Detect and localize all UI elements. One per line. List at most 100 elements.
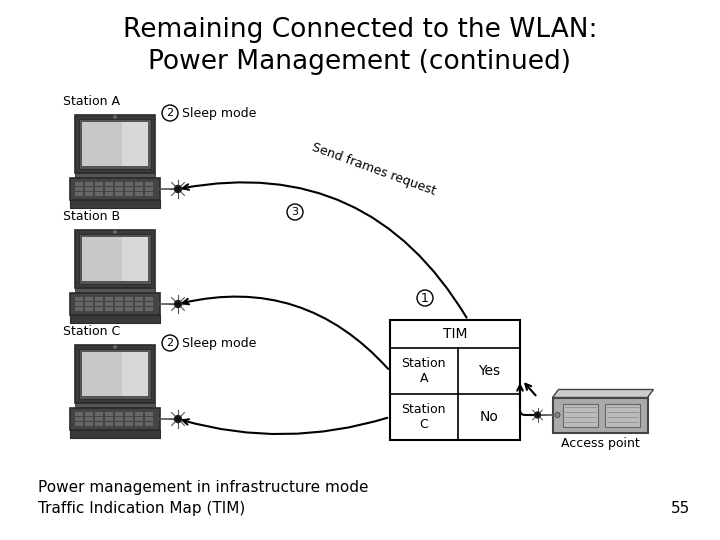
- Bar: [145, 182, 153, 186]
- Text: 2: 2: [166, 338, 174, 348]
- Bar: [125, 192, 133, 195]
- Bar: [75, 173, 155, 178]
- Bar: [85, 192, 93, 195]
- Bar: [125, 182, 133, 186]
- Bar: [145, 302, 153, 306]
- Bar: [562, 403, 598, 427]
- Text: Traffic Indication Map (TIM): Traffic Indication Map (TIM): [38, 501, 246, 516]
- Text: TIM: TIM: [443, 327, 467, 341]
- Bar: [95, 187, 103, 191]
- Bar: [145, 297, 153, 300]
- Text: Access point: Access point: [561, 436, 639, 449]
- Bar: [85, 302, 93, 306]
- Bar: [105, 417, 113, 421]
- Bar: [70, 293, 160, 315]
- Bar: [105, 307, 113, 310]
- Bar: [70, 178, 160, 200]
- Circle shape: [174, 186, 181, 192]
- Bar: [105, 192, 113, 195]
- Bar: [135, 417, 143, 421]
- Bar: [115, 422, 123, 426]
- Polygon shape: [552, 389, 654, 397]
- Bar: [75, 302, 83, 306]
- Bar: [105, 182, 113, 186]
- Bar: [85, 297, 93, 300]
- Bar: [85, 417, 93, 421]
- Text: 1: 1: [421, 292, 429, 305]
- Bar: [115, 302, 123, 306]
- Bar: [105, 412, 113, 415]
- Bar: [79, 234, 151, 284]
- Text: Sleep mode: Sleep mode: [182, 106, 256, 119]
- Bar: [125, 297, 133, 300]
- Bar: [135, 422, 143, 426]
- Circle shape: [555, 413, 560, 417]
- Text: Station
A: Station A: [402, 357, 446, 385]
- Circle shape: [417, 290, 433, 306]
- Circle shape: [534, 412, 541, 418]
- Bar: [115, 192, 123, 195]
- Text: Power Management (continued): Power Management (continued): [148, 49, 572, 75]
- Bar: [105, 297, 113, 300]
- Bar: [125, 187, 133, 191]
- Text: Power management in infrastructure mode: Power management in infrastructure mode: [38, 480, 369, 495]
- Bar: [115, 182, 123, 186]
- Bar: [75, 187, 83, 191]
- Circle shape: [287, 204, 303, 220]
- Bar: [125, 412, 133, 415]
- Bar: [135, 187, 143, 191]
- Circle shape: [162, 105, 178, 121]
- Bar: [95, 417, 103, 421]
- Bar: [75, 288, 155, 293]
- Bar: [82, 352, 148, 396]
- Bar: [75, 422, 83, 426]
- Bar: [75, 417, 83, 421]
- Bar: [70, 408, 160, 430]
- Text: Station A: Station A: [63, 95, 120, 108]
- Circle shape: [174, 415, 181, 422]
- Circle shape: [162, 335, 178, 351]
- Bar: [145, 412, 153, 415]
- Text: Sleep mode: Sleep mode: [182, 336, 256, 349]
- Bar: [135, 302, 143, 306]
- Bar: [75, 412, 83, 415]
- Bar: [85, 422, 93, 426]
- Bar: [75, 345, 155, 403]
- Bar: [75, 192, 83, 195]
- Bar: [390, 320, 520, 440]
- Bar: [125, 422, 133, 426]
- Text: 3: 3: [292, 207, 299, 217]
- Bar: [115, 187, 123, 191]
- Bar: [605, 403, 639, 427]
- Text: Station
C: Station C: [402, 403, 446, 431]
- Circle shape: [113, 345, 117, 349]
- Bar: [105, 422, 113, 426]
- Bar: [82, 352, 122, 396]
- Bar: [145, 187, 153, 191]
- Bar: [125, 417, 133, 421]
- Bar: [135, 297, 143, 300]
- Bar: [125, 307, 133, 310]
- Bar: [79, 119, 151, 169]
- Bar: [82, 122, 148, 166]
- Bar: [145, 307, 153, 310]
- Circle shape: [174, 300, 181, 307]
- Bar: [145, 422, 153, 426]
- Bar: [135, 182, 143, 186]
- Bar: [75, 182, 83, 186]
- Bar: [95, 422, 103, 426]
- Bar: [70, 430, 160, 438]
- Bar: [135, 307, 143, 310]
- Bar: [105, 302, 113, 306]
- Bar: [82, 122, 122, 166]
- Bar: [75, 403, 155, 408]
- Bar: [70, 200, 160, 208]
- Bar: [145, 192, 153, 195]
- Bar: [135, 412, 143, 415]
- Text: Station B: Station B: [63, 210, 120, 223]
- Text: Yes: Yes: [478, 364, 500, 378]
- Bar: [75, 297, 83, 300]
- Bar: [105, 187, 113, 191]
- Bar: [95, 182, 103, 186]
- Circle shape: [113, 115, 117, 119]
